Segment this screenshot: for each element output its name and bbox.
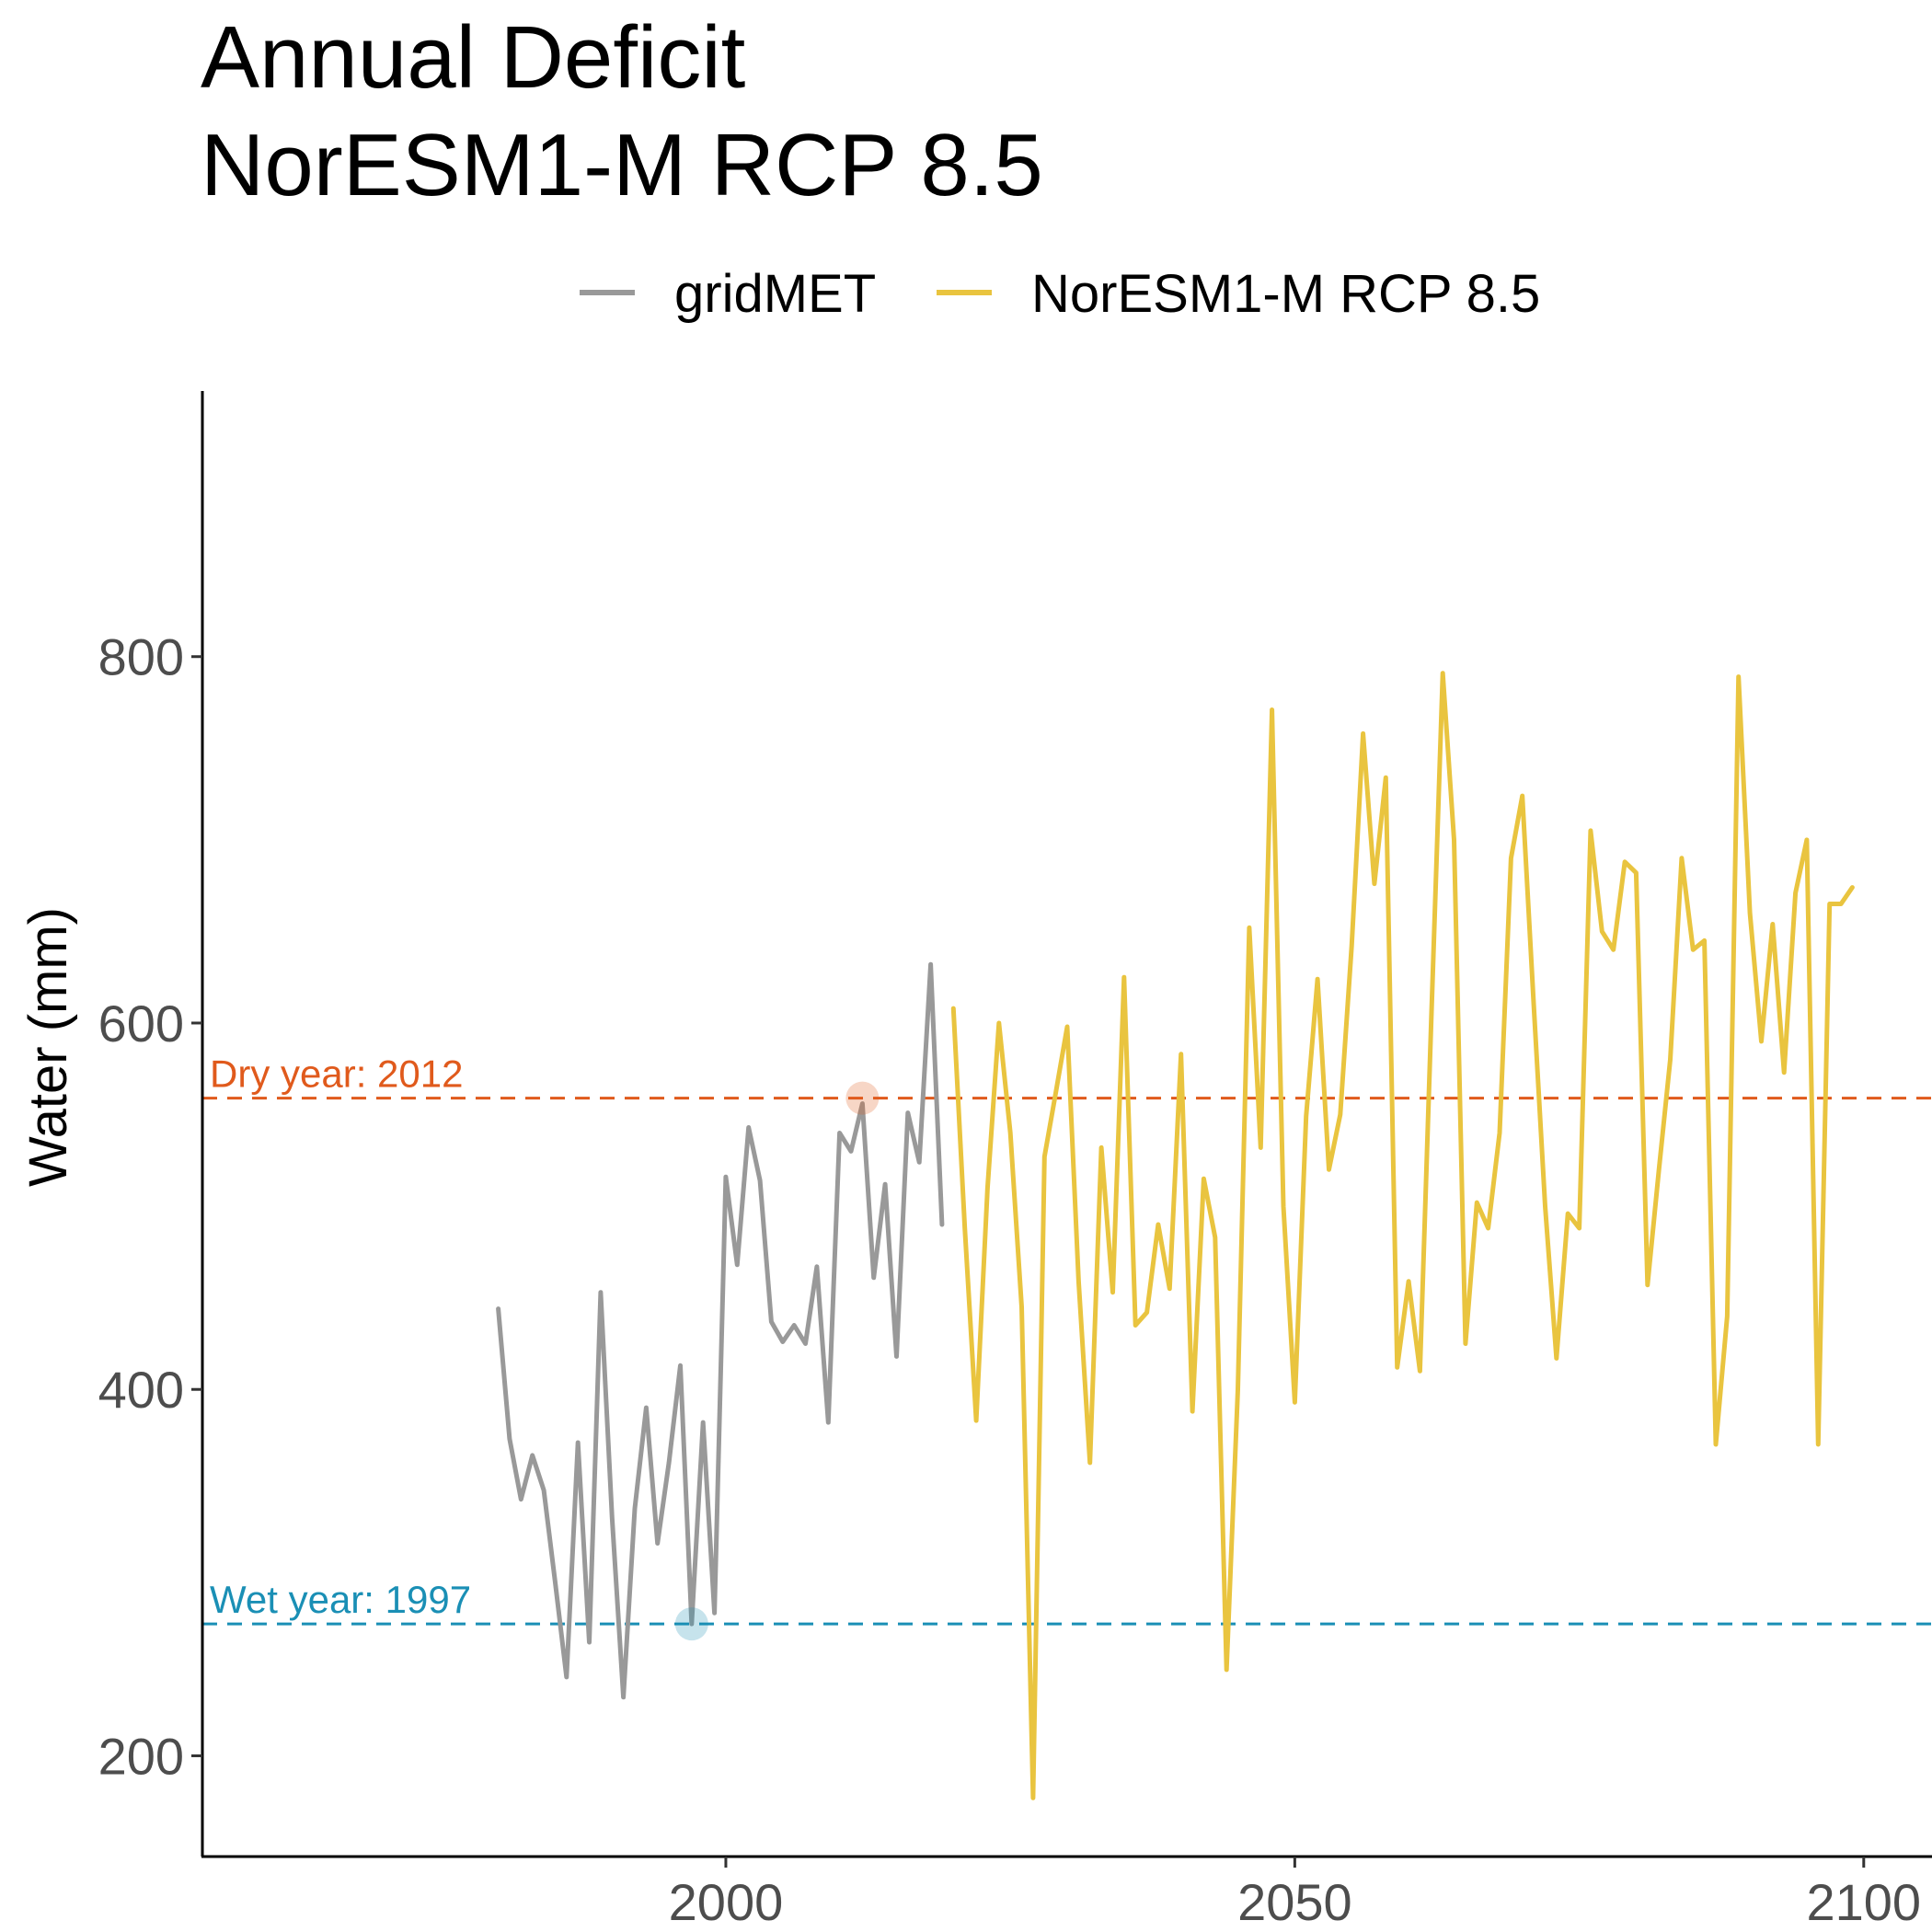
- legend: gridMET NorESM1-M RCP 8.5: [580, 264, 1540, 324]
- y-tick-label-600: 600: [98, 995, 184, 1052]
- series-line-1: [950, 671, 1855, 1800]
- chart-title: Annual Deficit: [201, 8, 745, 107]
- highlight-points: [674, 1081, 880, 1641]
- highlight-point-1: [674, 1607, 708, 1641]
- y-axis-title: Water (mm): [18, 907, 78, 1187]
- y-tick-label-800: 800: [98, 628, 184, 686]
- x-tick-label-2050: 2050: [1237, 1873, 1352, 1931]
- series-lines: [496, 671, 1855, 1800]
- y-tick-label-200: 200: [98, 1727, 184, 1785]
- legend-label-noresm: NorESM1-M RCP 8.5: [1031, 264, 1540, 324]
- highlight-point-0: [845, 1081, 880, 1115]
- reference-label-0: Dry year: 2012: [210, 1052, 463, 1096]
- axes: 200 400 600 800 2000 2050 2100: [98, 391, 1932, 1931]
- y-tick-label-400: 400: [98, 1361, 184, 1419]
- reference-label-1: Wet year: 1997: [210, 1578, 471, 1621]
- reference-lines: Dry year: 2012 Wet year: 1997: [202, 1052, 1932, 1626]
- x-tick-label-2000: 2000: [669, 1873, 784, 1931]
- legend-label-gridmet: gridMET: [674, 264, 876, 324]
- x-tick-label-2100: 2100: [1807, 1873, 1922, 1931]
- chart-subtitle: NorESM1-M RCP 8.5: [201, 116, 1043, 214]
- series-line-0: [496, 961, 945, 1700]
